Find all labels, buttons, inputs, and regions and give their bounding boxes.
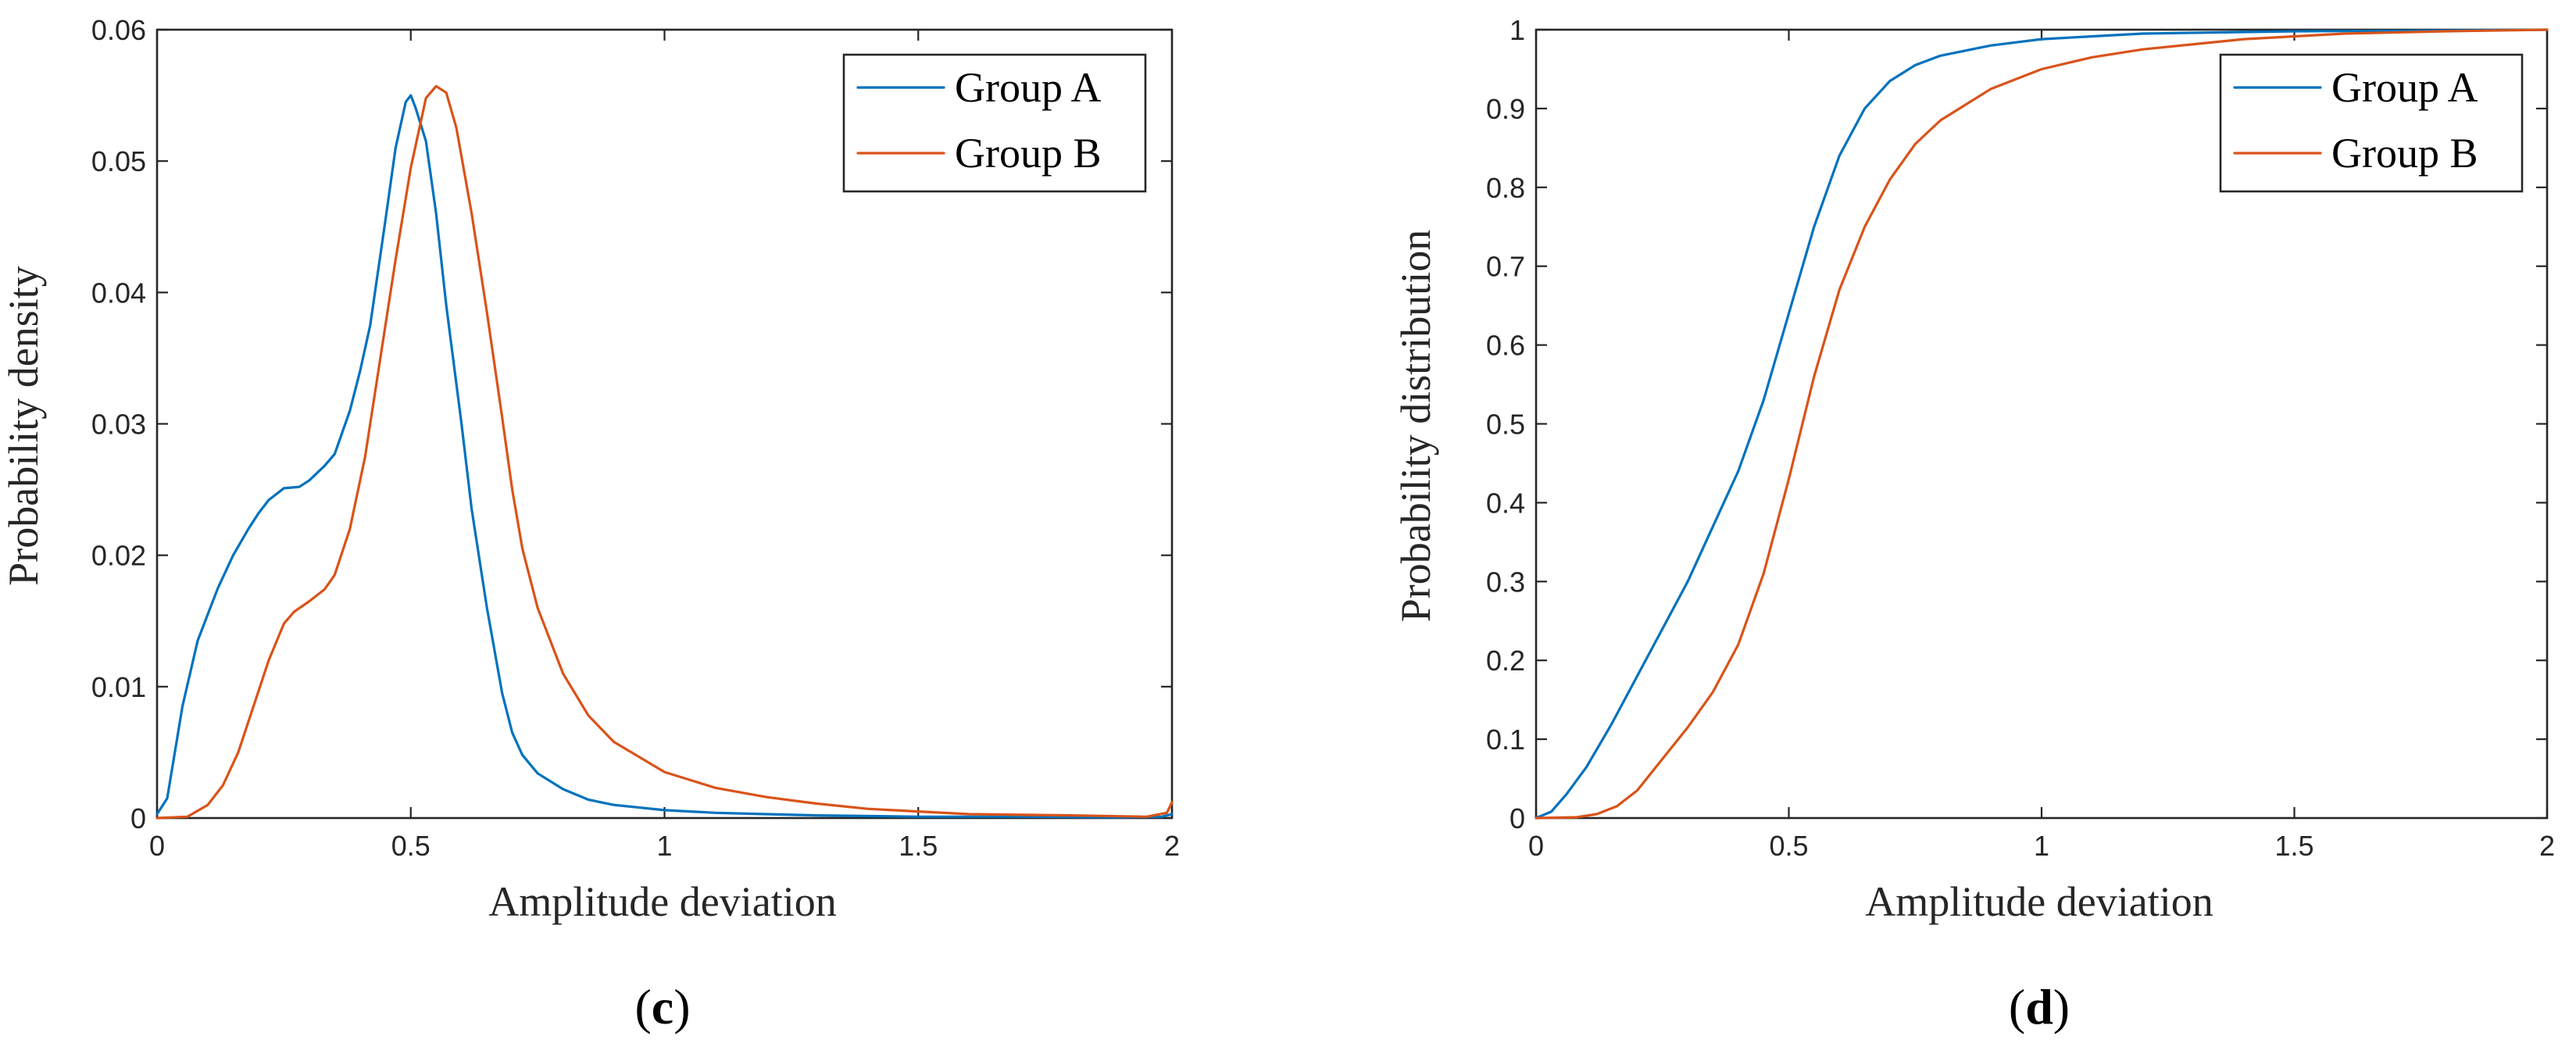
y-tick-label-d: 0.7 [1486, 251, 1525, 283]
y-tick-label-d: 0.3 [1486, 566, 1525, 598]
y-tick-label-d: 0.9 [1486, 93, 1525, 125]
legend-label-group-a-c: Group A [955, 64, 1102, 111]
y-tick-label-d: 0.1 [1486, 724, 1525, 756]
y-tick-label-d: 0 [1510, 802, 1525, 834]
y-tick-label-c: 0.04 [91, 277, 146, 309]
x-tick-label-d: 1.5 [2274, 830, 2313, 862]
plot-area-c: 0 0.5 1 1.5 2 0 0.01 0.02 0.03 0.04 0.05 0.06 [91, 14, 1180, 862]
x-tick-label-c: 0 [149, 830, 165, 862]
x-tick-label-d: 1 [2034, 830, 2049, 862]
series-line-group-a-c [155, 94, 1174, 819]
x-axis-label-d: Amplitude deviation [1865, 878, 2213, 925]
y-tick-label-c: 0.05 [91, 145, 146, 177]
x-axis-label-c: Amplitude deviation [488, 878, 836, 925]
legend-label-group-a-d: Group A [2331, 64, 2478, 111]
panel-d: 0 0.5 1 1.5 2 0 0.1 0.2 0.3 0.4 0.5 0.6 0.7 0.8 0.9 1 P… [1392, 14, 2555, 1034]
y-tick-label-d: 0.5 [1486, 409, 1525, 441]
x-tick-label-d: 0 [1528, 830, 1544, 862]
legend-box-c [842, 53, 1147, 193]
legend-label-group-b-d: Group B [2331, 130, 2478, 177]
panel-label-letter-d: d [2025, 979, 2053, 1034]
y-tick-label-d: 0.2 [1486, 645, 1525, 677]
x-tick-label-c: 0.5 [391, 830, 431, 862]
legend-d: Group A Group B [2219, 53, 2524, 193]
legend-c: Group A Group B [842, 53, 1147, 193]
y-axis-label-d: Probability distribution [1392, 230, 1439, 623]
y-axis-label-c: Probability density [0, 266, 47, 585]
y-tick-label-d: 0.6 [1486, 330, 1525, 362]
y-tick-label-d: 1 [1510, 14, 1525, 46]
panel-label-d: (d) [2009, 979, 2070, 1034]
y-tick-label-d: 0.4 [1486, 487, 1525, 519]
plot-area-d: 0 0.5 1 1.5 2 0 0.1 0.2 0.3 0.4 0.5 0.6 0.7 0.8 0.9 1 [1486, 14, 2555, 862]
y-tick-label-c: 0.01 [91, 671, 146, 703]
series-line-group-b-c [155, 84, 1174, 820]
x-tick-label-d: 2 [2539, 830, 2555, 862]
legend-box-d [2219, 53, 2524, 193]
panel-label-close-c: ) [673, 979, 690, 1034]
x-tick-label-c: 1 [656, 830, 672, 862]
panel-label-c: (c) [634, 979, 690, 1034]
y-tick-label-c: 0 [130, 802, 146, 834]
series-line-group-a-d [1535, 28, 2549, 820]
panel-label-open-d: ( [2009, 979, 2025, 1034]
panel-label-close-d: ) [2053, 979, 2070, 1034]
y-tick-label-c: 0.02 [91, 540, 146, 572]
panel-label-letter-c: c [652, 979, 673, 1034]
x-tick-label-d: 0.5 [1769, 830, 1808, 862]
x-tick-label-c: 2 [1164, 830, 1180, 862]
panel-c: 0 0.5 1 1.5 2 0 0.01 0.02 0.03 0.04 0.05 0.06 Proba… [0, 14, 1180, 1034]
legend-label-group-b-c: Group B [955, 130, 1102, 177]
panel-label-open-c: ( [634, 979, 651, 1034]
y-tick-label-d: 0.8 [1486, 172, 1525, 204]
series-line-group-b-d [1535, 28, 2549, 820]
x-tick-label-c: 1.5 [899, 830, 938, 862]
y-tick-label-c: 0.03 [91, 409, 146, 441]
y-tick-label-c: 0.06 [91, 14, 146, 46]
